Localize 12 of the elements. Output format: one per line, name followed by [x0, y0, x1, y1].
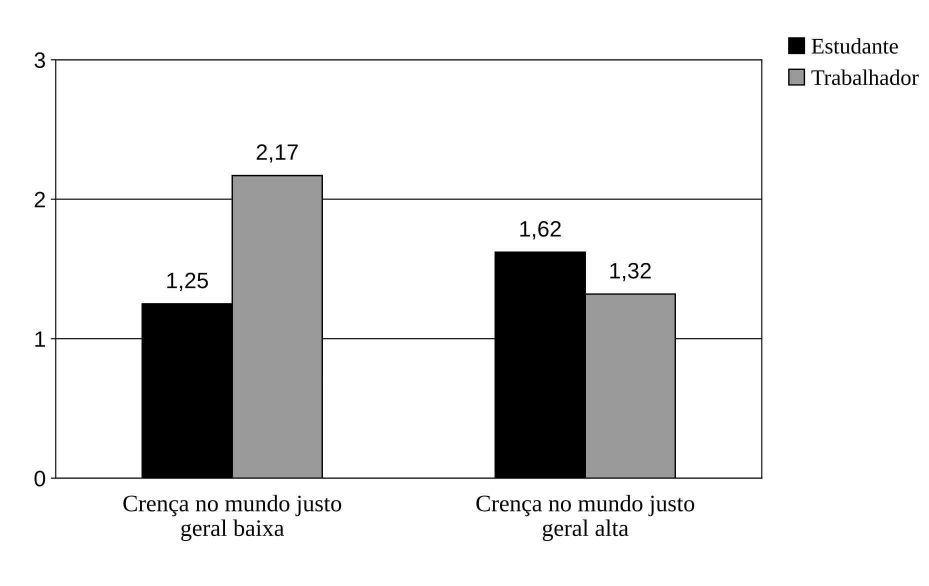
- legend-label: Trabalhador: [811, 69, 919, 86]
- x-tick-label: Crença no mundo justo geral alta: [476, 494, 694, 542]
- legend-label: Estudante: [812, 38, 898, 54]
- data-label: 1,32: [610, 262, 651, 282]
- y-tick-label: 0: [34, 470, 46, 486]
- data-label: 1,62: [520, 221, 561, 240]
- data-label: 1,25: [167, 272, 208, 291]
- data-label: 2,17: [256, 144, 298, 163]
- y-tick-label: 1: [35, 331, 45, 347]
- y-tick-label: 3: [34, 52, 46, 68]
- x-tick-label: Crença no mundo justo geral baixa: [123, 494, 342, 542]
- y-tick-label: 2: [34, 192, 45, 208]
